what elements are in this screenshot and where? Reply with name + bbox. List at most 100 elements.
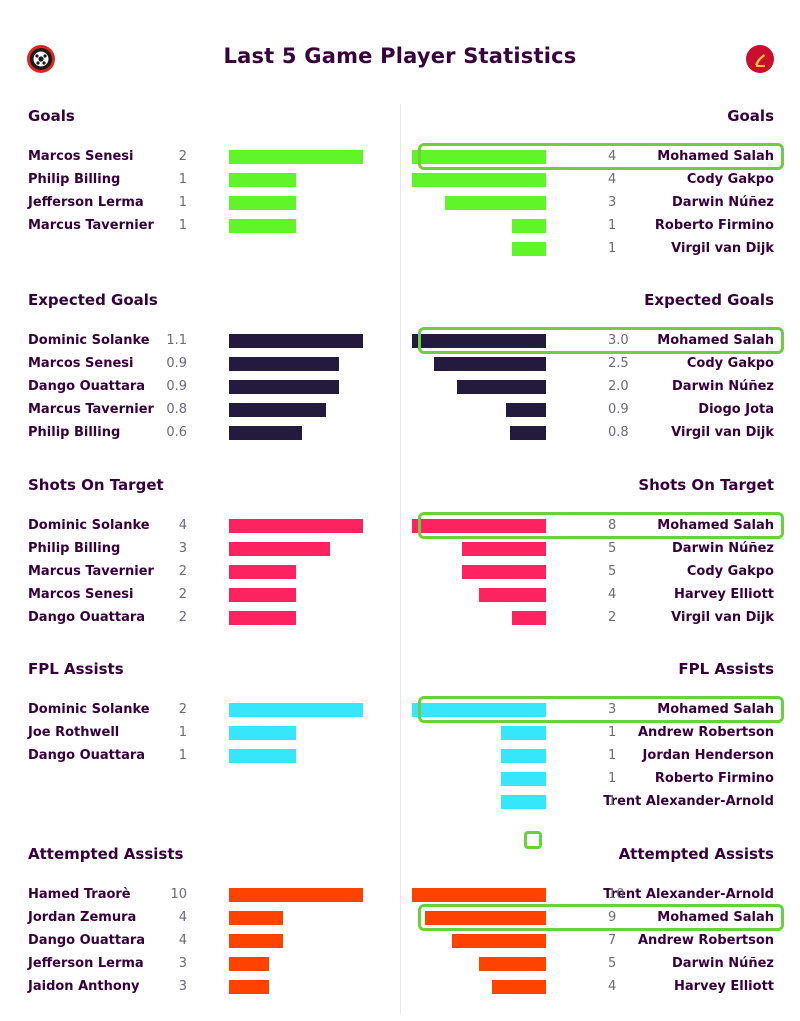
left-fpl-assists-title: FPL Assists	[28, 660, 124, 678]
stat-bar	[229, 357, 339, 371]
player-name: Marcos Senesi	[28, 587, 134, 602]
player-name: Dango Ouattara	[28, 610, 146, 625]
stat-value: 9	[608, 910, 617, 925]
stat-value: 1	[608, 748, 617, 763]
stat-row: Trent Alexander-Arnold 1	[426, 790, 774, 813]
stat-row: Jefferson Lerma 1	[28, 191, 368, 214]
stat-row: Harvey Elliott 4	[426, 583, 774, 606]
player-name: Jaidon Anthony	[28, 979, 140, 994]
stat-row: Marcos Senesi 2	[28, 583, 368, 606]
stat-row: Darwin Núñez 5	[426, 952, 774, 975]
stat-value: 5	[608, 541, 617, 556]
stat-value: 2	[178, 149, 187, 164]
stat-value: 5	[608, 956, 617, 971]
player-name: Darwin Núñez	[672, 956, 774, 971]
stat-row: Cody Gakpo 2.5	[426, 352, 774, 375]
stat-bar	[445, 196, 546, 210]
stat-bar	[229, 196, 296, 210]
stat-bar	[229, 403, 326, 417]
player-name: Dango Ouattara	[28, 748, 146, 763]
stat-row: Virgil van Dijk 1	[426, 237, 774, 260]
player-name: Marcus Tavernier	[28, 218, 154, 233]
bournemouth-badge-icon	[27, 45, 55, 73]
stat-row: Trent Alexander-Arnold 10	[412, 883, 774, 906]
stat-bar	[412, 173, 546, 187]
right-attempted-assists-title: Attempted Assists	[618, 845, 774, 863]
player-name: Virgil van Dijk	[671, 610, 774, 625]
stat-bar	[462, 542, 546, 556]
stat-value: 3	[178, 979, 187, 994]
stat-row: Philip Billing 3	[28, 537, 368, 560]
player-name: Joe Rothwell	[28, 725, 120, 740]
stat-row: Darwin Núñez 5	[426, 537, 774, 560]
stat-row: Darwin Núñez 3	[426, 191, 774, 214]
stat-row: Cody Gakpo 4	[412, 168, 774, 191]
stat-bar	[492, 980, 546, 994]
stat-bar	[412, 334, 546, 348]
stat-row: Hamed Traorè 10	[28, 883, 368, 906]
right-shots-on-target-title: Shots On Target	[638, 476, 774, 494]
stat-value: 3	[608, 702, 617, 717]
player-name: Philip Billing	[28, 172, 121, 187]
stat-row: Andrew Robertson 7	[426, 929, 774, 952]
player-name: Cody Gakpo	[686, 564, 774, 579]
stat-row: Virgil van Dijk 2	[426, 606, 774, 629]
player-name: Philip Billing	[28, 425, 121, 440]
player-name: Roberto Firmino	[654, 771, 774, 786]
stat-value: 1	[608, 794, 617, 809]
player-name: Marcos Senesi	[28, 356, 134, 371]
stat-bar	[412, 703, 546, 717]
player-name: Cody Gakpo	[686, 172, 774, 187]
stat-bar	[229, 611, 296, 625]
stat-bar	[512, 242, 546, 256]
left-expected-goals-title: Expected Goals	[28, 291, 158, 309]
stat-row: Virgil van Dijk 0.8	[426, 421, 774, 444]
stat-row: Philip Billing 0.6	[28, 421, 368, 444]
player-name: Mohamed Salah	[657, 149, 774, 164]
stat-bar	[229, 957, 269, 971]
stat-value: 0.9	[166, 379, 187, 394]
stat-value: 3	[178, 956, 187, 971]
stat-bar	[457, 380, 546, 394]
stat-value: 4	[178, 910, 187, 925]
stat-value: 1	[608, 241, 617, 256]
page-title: Last 5 Game Player Statistics	[223, 44, 577, 68]
stat-row: Mohamed Salah 3	[412, 698, 774, 721]
stat-bar	[229, 519, 363, 533]
player-name: Dominic Solanke	[28, 333, 150, 348]
stat-bar	[512, 611, 546, 625]
stat-bar	[229, 542, 330, 556]
stat-row: Dominic Solanke 4	[28, 514, 368, 537]
stat-bar	[412, 150, 546, 164]
stat-row: Diogo Jota 0.9	[426, 398, 774, 421]
stat-bar	[229, 934, 283, 948]
stat-value: 1	[608, 725, 617, 740]
stat-value: 2.0	[608, 379, 629, 394]
left-attempted-assists-title: Attempted Assists	[28, 845, 184, 863]
stat-bar	[229, 888, 363, 902]
stat-row: Mohamed Salah 3.0	[412, 329, 774, 352]
stat-value: 1	[608, 771, 617, 786]
stat-value: 1	[178, 748, 187, 763]
stat-bar	[434, 357, 546, 371]
left-goals-title: Goals	[28, 107, 75, 125]
stat-value: 0.6	[166, 425, 187, 440]
stat-value: 2	[608, 610, 617, 625]
stat-bar	[501, 795, 546, 809]
stat-bar	[501, 749, 546, 763]
stat-bar	[229, 565, 296, 579]
stat-bar	[229, 173, 296, 187]
player-name: Dango Ouattara	[28, 379, 146, 394]
stat-row: Jaidon Anthony 3	[28, 975, 368, 998]
stat-row: Harvey Elliott 4	[426, 975, 774, 998]
stat-value: 4	[608, 149, 617, 164]
liverpool-badge-icon	[746, 45, 774, 73]
stat-value: 2	[178, 702, 187, 717]
player-name: Hamed Traorè	[28, 887, 131, 902]
stat-value: 3.0	[608, 333, 629, 348]
player-name: Virgil van Dijk	[671, 425, 774, 440]
stat-bar	[462, 565, 546, 579]
highlight-marker	[524, 831, 542, 849]
stat-value: 0.9	[166, 356, 187, 371]
stat-bar	[452, 934, 546, 948]
